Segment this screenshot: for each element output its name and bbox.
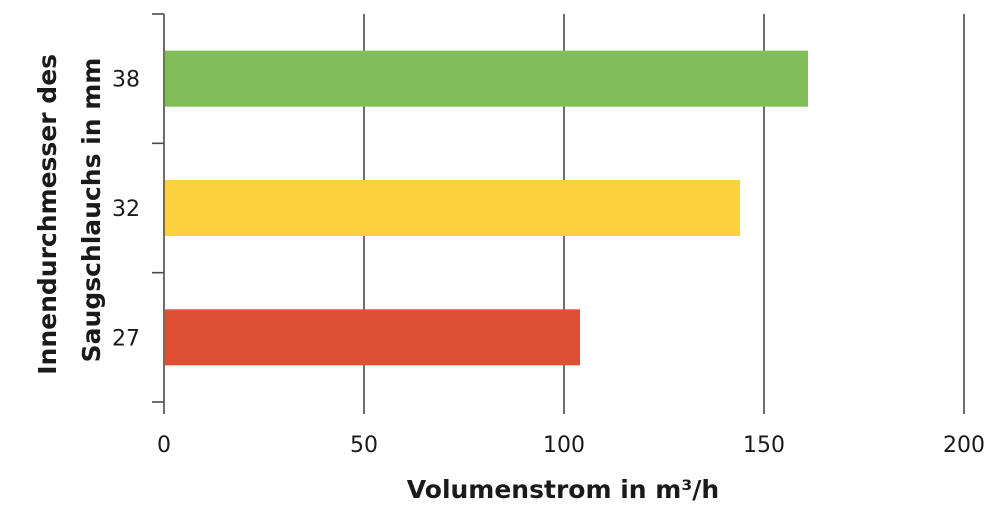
x-tick-label-200: 200	[943, 433, 985, 458]
y-tick-label-27: 27	[112, 326, 140, 351]
x-tick-label-0: 0	[157, 433, 171, 458]
y-tick-label-38: 38	[112, 68, 140, 93]
x-axis-title: Volumenstrom in m³/h	[407, 475, 719, 504]
x-tick-label-100: 100	[543, 433, 585, 458]
x-tick-labels: 0 50 100 150 200	[157, 433, 985, 458]
axes	[152, 13, 965, 414]
bar-38	[165, 50, 808, 107]
bar-27	[165, 309, 580, 366]
bar-32	[165, 180, 740, 236]
x-tick-label-50: 50	[350, 433, 378, 458]
y-axis-title-line-2: Saugschlauchs in mm	[77, 58, 106, 363]
y-axis-title-line-1: Innendurchmesser des	[33, 54, 62, 375]
y-tick-label-32: 32	[112, 197, 140, 222]
bar-group	[165, 50, 808, 366]
y-axis-title: Innendurchmesser des Saugschlauchs in mm	[33, 45, 106, 375]
x-tick-label-150: 150	[743, 433, 785, 458]
y-tick-labels: 38 32 27	[112, 68, 140, 352]
